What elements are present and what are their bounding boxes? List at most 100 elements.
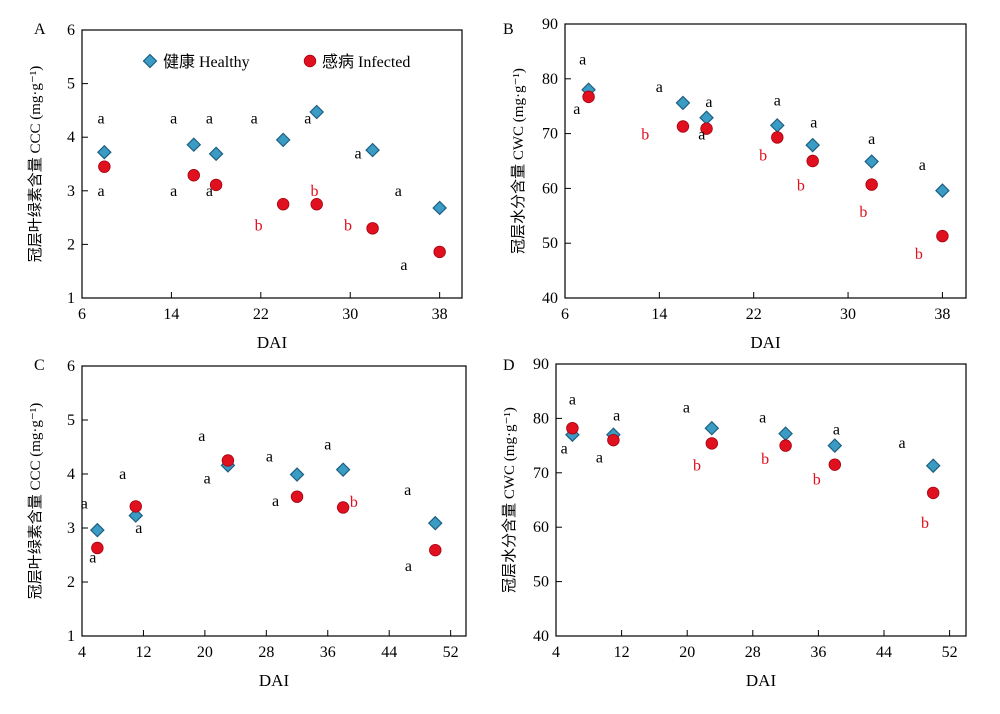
infected-point	[366, 222, 379, 235]
x-tick-label: 36	[810, 644, 826, 661]
significance-letter: a	[561, 440, 568, 457]
y-tick-label: 6	[67, 358, 75, 375]
panel-letter: D	[503, 357, 515, 374]
significance-letter: b	[915, 246, 923, 263]
x-tick-label: 14	[651, 306, 667, 323]
healthy-point	[769, 118, 785, 133]
infected-point	[91, 541, 104, 555]
infected-point	[936, 229, 949, 243]
y-tick-label: 6	[67, 22, 75, 39]
x-tick-label: 28	[745, 644, 761, 661]
healthy-point	[432, 200, 447, 216]
healthy-point	[186, 137, 202, 153]
healthy-point	[805, 137, 821, 153]
plot-frame	[81, 29, 463, 299]
healthy-point	[864, 154, 879, 169]
panel-a: A 6 14 22 30 38 1 2 3 4 5 6 DAI 冠层叶绿素含量 CCC (mg·g⁻¹) a…	[27, 21, 463, 352]
significance-letter: b	[813, 471, 821, 488]
significance-letter: a	[170, 183, 177, 200]
panel-b: B 6 14 22 30 38 40 50 60 70 80 90 DAI 冠层水分含量 CWC (mg·…	[503, 16, 967, 352]
infected-point	[700, 122, 713, 135]
y-tick-label: 4	[67, 129, 75, 146]
x-tick-label: 36	[320, 644, 336, 661]
legend-infected-label: 感病 Infected	[322, 53, 410, 71]
legend-healthy-label: 健康 Healthy	[163, 53, 250, 71]
significance-letter: a	[170, 110, 177, 127]
infected-point	[129, 500, 142, 513]
significance-letter: a	[206, 110, 213, 127]
y-tick-label: 3	[67, 183, 75, 200]
y-tick-label: 50	[542, 235, 558, 252]
healthy-point	[365, 142, 380, 158]
x-axis-label: DAI	[746, 671, 777, 690]
significance-letter: a	[324, 436, 331, 453]
significance-letter: a	[868, 131, 875, 148]
significance-letter: a	[400, 257, 407, 274]
significance-letter: b	[255, 218, 263, 235]
healthy-point	[935, 183, 950, 198]
x-tick-label: 22	[253, 306, 269, 323]
significance-letter: b	[344, 218, 352, 235]
infected-point	[429, 543, 442, 557]
significance-letter: a	[698, 127, 705, 144]
significance-letter: a	[272, 493, 279, 510]
significance-letter: a	[613, 408, 620, 425]
significance-letter: a	[919, 157, 926, 174]
legend: 健康 Healthy 感病 Infected	[142, 53, 410, 71]
panel-letter: A	[34, 21, 46, 38]
y-tick-label: 70	[542, 126, 558, 143]
infected-point	[927, 486, 940, 500]
significance-letter: a	[683, 400, 690, 417]
significance-letter: a	[355, 145, 362, 162]
series-infected	[98, 160, 446, 259]
healthy-point	[925, 458, 941, 474]
y-tick-label: 3	[67, 520, 75, 537]
y-tick-label: 5	[67, 412, 75, 429]
x-tick-label: 20	[197, 644, 213, 661]
x-tick-label: 30	[342, 306, 358, 323]
y-tick-label: 80	[533, 410, 549, 427]
infected-point	[187, 169, 200, 182]
x-tick-label: 28	[258, 644, 274, 661]
plot-frame	[564, 23, 967, 299]
x-tick-label: 38	[934, 306, 950, 323]
y-tick-label: 80	[542, 71, 558, 88]
infected-point	[771, 131, 784, 144]
y-tick-label: 50	[533, 574, 549, 591]
series-healthy	[90, 458, 443, 538]
significance-letter: a	[97, 110, 104, 127]
significance-letter: b	[859, 204, 867, 221]
y-axis-label: 冠层水分含量 CWC (mg·g⁻¹)	[501, 407, 518, 593]
infected-point	[336, 501, 350, 514]
healthy-point	[309, 104, 325, 120]
infected-point	[779, 439, 792, 452]
infected-point	[607, 433, 620, 447]
x-tick-label: 20	[679, 644, 695, 661]
infected-point	[865, 178, 878, 191]
infected-point	[310, 197, 323, 211]
infected-point	[676, 120, 690, 133]
significance-letter: b	[921, 515, 929, 532]
infected-point	[209, 178, 223, 192]
significance-letter: a	[404, 482, 411, 499]
x-tick-label: 6	[561, 306, 569, 323]
y-tick-label: 2	[67, 574, 75, 591]
y-tick-label: 40	[533, 628, 549, 645]
y-tick-label: 70	[533, 465, 549, 482]
healthy-point	[427, 515, 443, 531]
healthy-point	[827, 438, 843, 453]
infected-point	[98, 160, 111, 173]
significance-letter: a	[304, 110, 311, 127]
healthy-point	[275, 132, 291, 148]
healthy-point	[289, 467, 305, 482]
significance-letter: b	[797, 178, 805, 195]
significance-letter: a	[810, 115, 817, 132]
infected-point	[828, 458, 842, 471]
series-healthy	[581, 82, 950, 198]
significance-letter: a	[135, 520, 142, 537]
x-tick-label: 38	[432, 306, 448, 323]
series-infected	[566, 421, 940, 500]
x-axis-label: DAI	[259, 671, 290, 690]
healthy-point	[128, 508, 144, 523]
